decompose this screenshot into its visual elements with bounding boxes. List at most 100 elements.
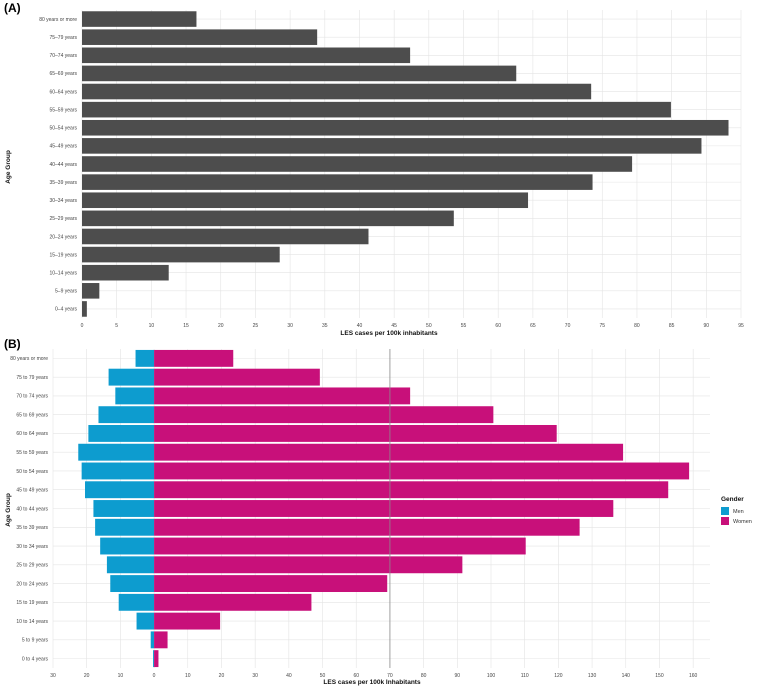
panel-a-y-tick-label: 0–4 years xyxy=(55,307,77,313)
panel-a-x-tick-label: 55 xyxy=(461,323,467,329)
panel-b-x-tick-label: 160 xyxy=(689,673,698,679)
panel-a-x-tick-label: 30 xyxy=(287,323,293,329)
panel-b-x-tick-label: 0 xyxy=(153,673,156,679)
panel-a-bar xyxy=(82,283,100,299)
panel-a-bar xyxy=(82,101,671,118)
panel-b-x-tick-label: 10 xyxy=(185,673,191,679)
panel-b-y-tick-label: 70 to 74 years xyxy=(16,394,48,400)
panel-b-bar-women xyxy=(154,387,411,405)
panel-b-bar-men xyxy=(108,368,155,386)
panel-a-x-tick-label: 40 xyxy=(357,323,363,329)
panel-a-x-tick-label: 10 xyxy=(149,323,155,329)
panel-b-y-tick-label: 5 to 9 years xyxy=(22,638,49,644)
panel-b-x-tick-label: 140 xyxy=(622,673,631,679)
panel-a-y-axis-title: Age Group xyxy=(5,150,12,184)
panel-a-y-tick-label: 35–39 years xyxy=(49,180,77,186)
panel-b-bar-men xyxy=(78,443,155,461)
panel-b-bar-men xyxy=(88,424,155,442)
panel-b-bar-men xyxy=(98,406,155,424)
panel-b-bar-men xyxy=(110,575,155,593)
panel-a-y-tick-labels: 0–4 years 5–9 years 10–14 years 15–19 years… xyxy=(39,17,77,313)
panel-b-x-tick-label: 20 xyxy=(84,673,90,679)
panel-a-x-tick-label: 0 xyxy=(81,323,84,329)
panel-b-y-tick-label: 50 to 54 years xyxy=(16,469,48,475)
panel-b-y-tick-label: 35 to 39 years xyxy=(16,525,48,531)
panel-b-y-tick-label: 80 years or more xyxy=(10,356,48,362)
panel-a-x-tick-labels: 0 5 10 15 20 25 30 35 40 45 50 55 60 65 70 75 80 85 90 95 xyxy=(81,323,744,329)
panel-b-label: (B) xyxy=(4,337,21,351)
panel-b-bar-men xyxy=(153,650,155,668)
panel-b-bar-women xyxy=(154,556,463,574)
panel-a-y-tick-label: 70–74 years xyxy=(49,53,77,59)
panel-b-bar-men xyxy=(150,631,155,649)
panel-a-y-tick-label: 55–59 years xyxy=(49,107,77,113)
panel-a-y-tick-label: 30–34 years xyxy=(49,198,77,204)
panel-b-y-axis-title: Age Group xyxy=(5,493,12,527)
panel-a-y-tick-label: 50–54 years xyxy=(49,126,77,132)
panel-a-y-tick-label: 5–9 years xyxy=(55,289,77,295)
panel-b-y-tick-label: 65 to 69 years xyxy=(16,412,48,418)
legend-label-women: Women xyxy=(733,519,752,525)
panel-a-x-tick-label: 90 xyxy=(704,323,710,329)
panel-b-x-tick-label: 130 xyxy=(588,673,597,679)
panel-a-y-tick-label: 80 years or more xyxy=(39,17,77,23)
panel-a-bar xyxy=(82,156,633,172)
panel-b-x-tick-label: 10 xyxy=(118,673,124,679)
legend-key-women xyxy=(721,517,729,525)
panel-b-bar-men xyxy=(118,593,155,611)
panel-a-x-tick-label: 85 xyxy=(669,323,675,329)
panel-b-legend: Gender Men Women xyxy=(721,496,752,525)
panel-b-bar-women xyxy=(154,575,388,593)
panel-b-bar-men xyxy=(81,462,155,480)
panel-b-x-tick-label: 100 xyxy=(487,673,496,679)
panel-a-x-tick-label: 35 xyxy=(322,323,328,329)
panel-b-y-tick-labels: 0 to 4 years 5 to 9 years 10 to 14 years 15… xyxy=(10,356,48,662)
panel-b-bar-men xyxy=(106,556,155,574)
panel-a-bar xyxy=(82,47,411,64)
panel-b-y-tick-label: 75 to 79 years xyxy=(16,375,48,381)
panel-a-y-tick-label: 15–19 years xyxy=(49,252,77,258)
panel-b-bar-women xyxy=(154,481,669,499)
panel-b-bar-men xyxy=(93,500,155,517)
panel-b-bar-women xyxy=(154,631,168,649)
panel-b-x-tick-label: 40 xyxy=(286,673,292,679)
panel-b-bar-men xyxy=(136,612,155,630)
panel-b-bars xyxy=(78,349,690,668)
panel-a-bar xyxy=(82,301,87,317)
panel-b-x-tick-label: 60 xyxy=(353,673,359,679)
panel-b-x-tick-label: 90 xyxy=(455,673,461,679)
panel-a-y-tick-label: 60–64 years xyxy=(49,89,77,95)
legend-title: Gender xyxy=(721,496,744,503)
panel-b-bar-women xyxy=(154,650,159,668)
panel-b-bar-women xyxy=(154,349,234,367)
panel-a-x-tick-label: 95 xyxy=(738,323,744,329)
panel-b-bar-women xyxy=(154,500,614,517)
panel-b-y-tick-label: 30 to 34 years xyxy=(16,544,48,550)
panel-a-y-tick-label: 25–29 years xyxy=(49,216,77,222)
panel-b-x-tick-label: 120 xyxy=(554,673,563,679)
panel-a-x-tick-label: 15 xyxy=(183,323,189,329)
panel-a-y-tick-label: 10–14 years xyxy=(49,271,77,277)
panel-a-x-tick-label: 25 xyxy=(253,323,259,329)
panel-a-y-tick-label: 65–69 years xyxy=(49,71,77,77)
panel-a-bar xyxy=(82,210,454,227)
panel-b-x-tick-label: 50 xyxy=(320,673,326,679)
panel-a-bar xyxy=(82,264,169,281)
panel-a-label: (A) xyxy=(4,1,21,15)
panel-a-x-tick-label: 20 xyxy=(218,323,224,329)
panel-b-bar-men xyxy=(95,518,155,536)
panel-b-bar-women xyxy=(154,518,580,536)
panel-a-bar xyxy=(82,246,280,263)
panel-b-y-tick-label: 25 to 29 years xyxy=(16,563,48,569)
panel-a-x-axis-title: LES cases per 100k inhabitants xyxy=(340,330,438,337)
panel-b-x-tick-label: 30 xyxy=(252,673,258,679)
panel-a-y-tick-label: 40–44 years xyxy=(49,162,77,168)
panel-a-bar xyxy=(82,174,593,190)
panel-b-x-axis-title: LES cases per 100k Inhabitants xyxy=(323,679,421,686)
legend-key-men xyxy=(721,507,729,515)
panel-b-bar-men xyxy=(115,387,155,405)
panel-a-y-tick-label: 75–79 years xyxy=(49,35,77,41)
panel-a-chart: (A) 0–4 years 5–9 years 10–14 years 15–19 y… xyxy=(4,1,744,337)
panel-b-x-tick-label: 30 xyxy=(50,673,56,679)
panel-a-bars xyxy=(82,11,729,317)
